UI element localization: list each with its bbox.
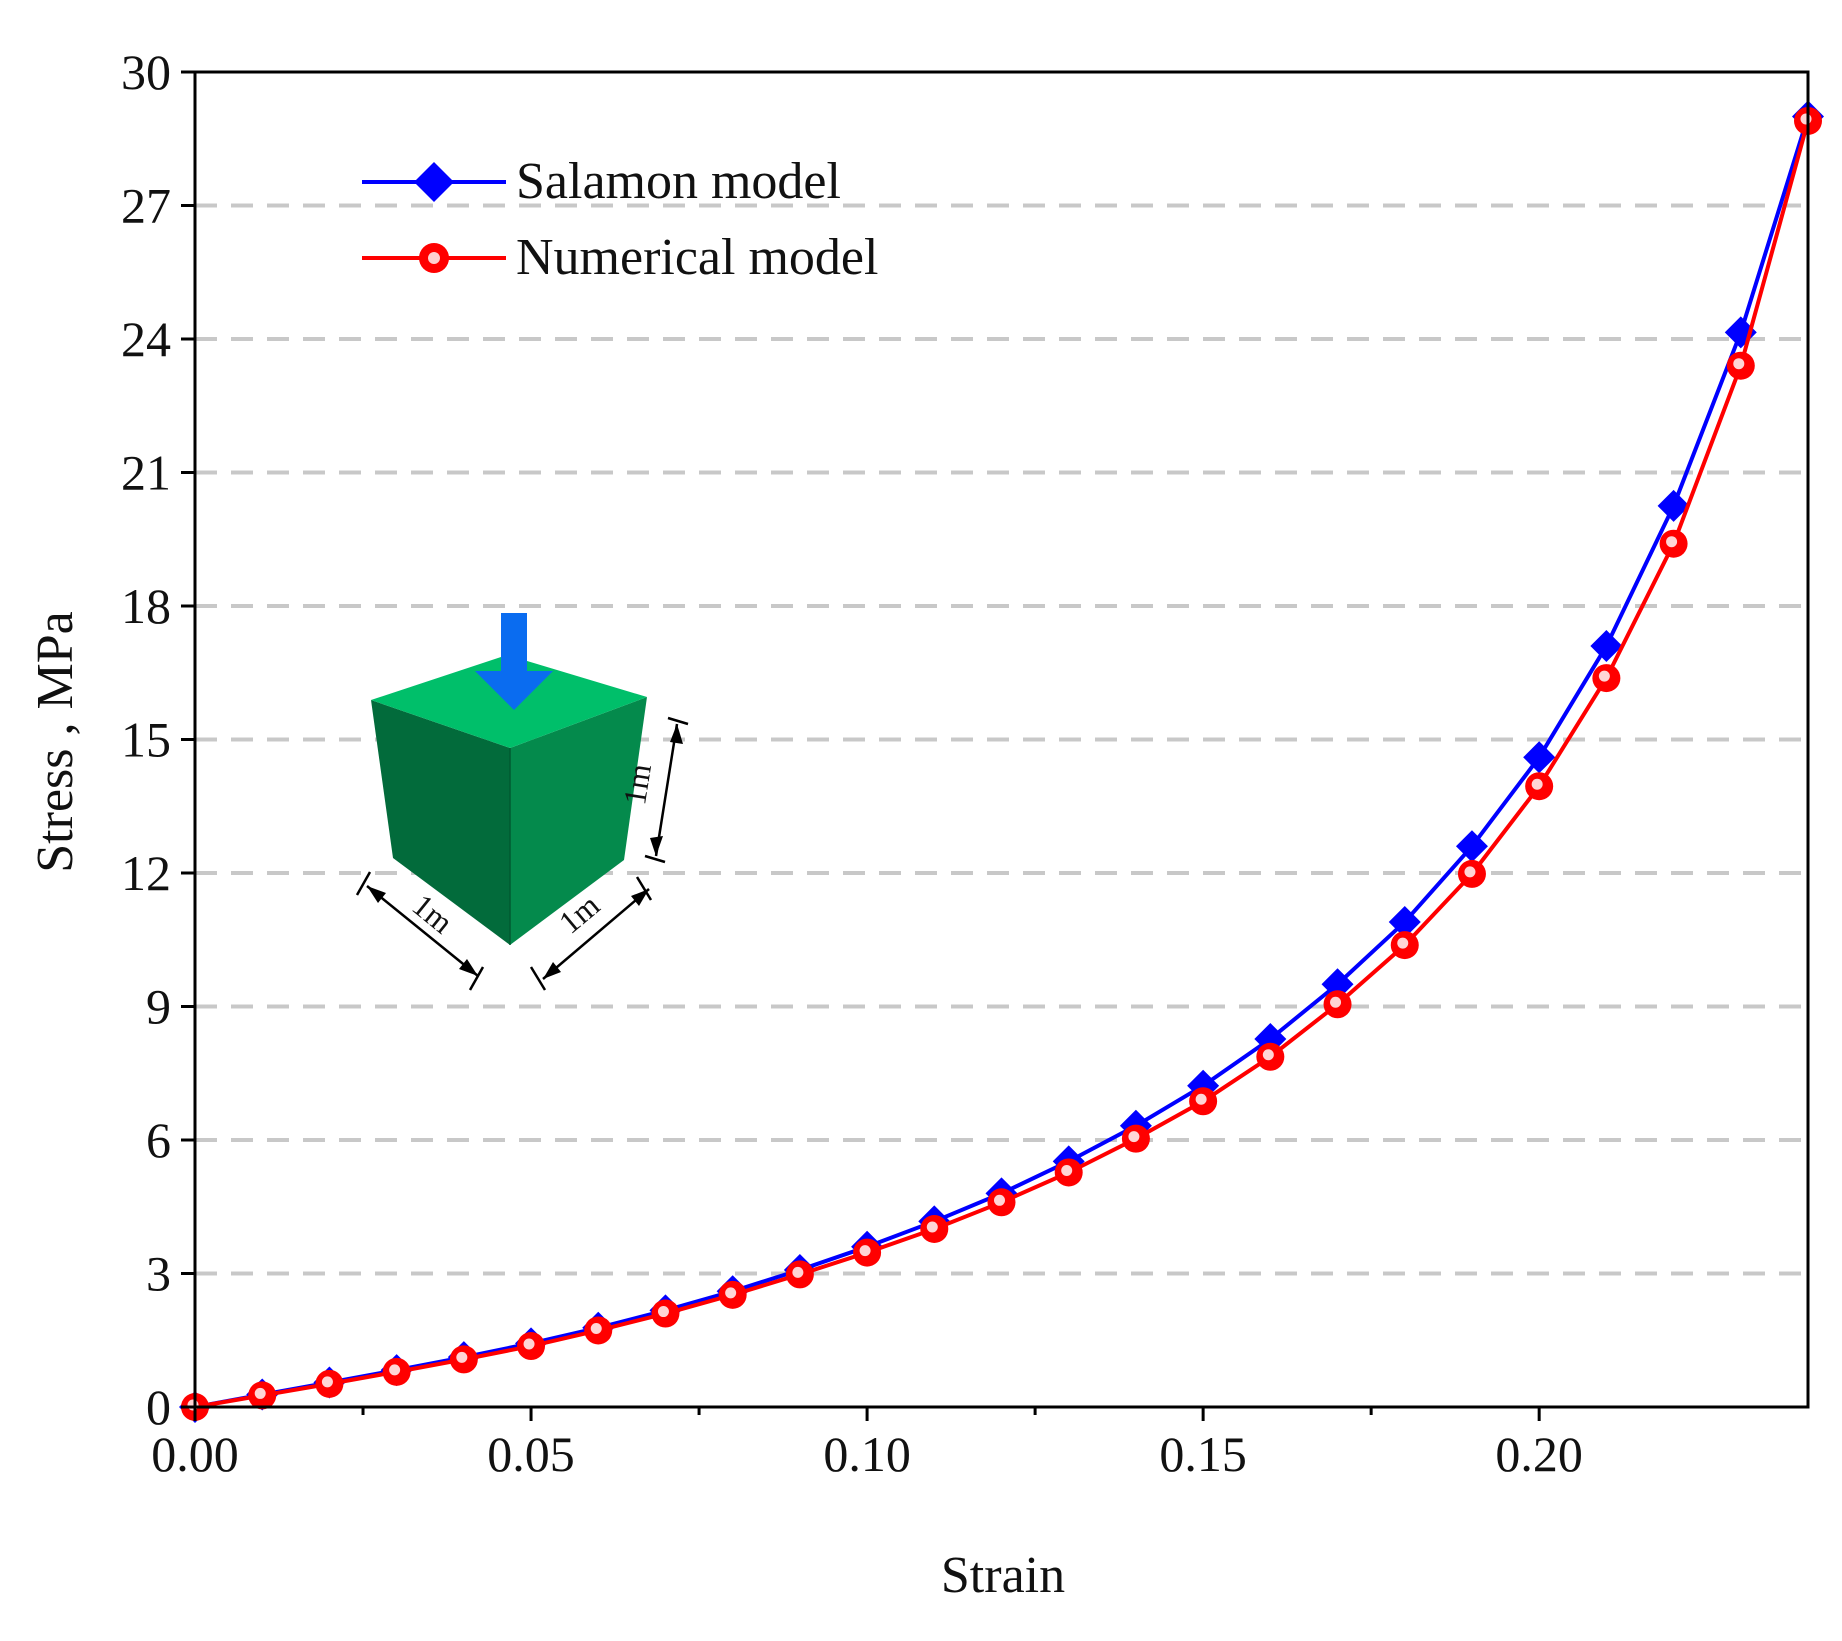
data-point-highlight <box>1128 1131 1140 1143</box>
data-point-highlight <box>456 1351 468 1363</box>
data-point-highlight <box>1666 536 1678 548</box>
data-point-highlight <box>523 1338 535 1350</box>
dimension-height-label: 1m <box>616 761 658 807</box>
data-point <box>1455 830 1488 863</box>
data-point-highlight <box>1397 937 1409 949</box>
axis-ticks: 0 3 6 9 12 15 18 21 24 27 30 0.00 0.05 0.10 0.15 0.20 <box>121 44 1583 1482</box>
dimension-height <box>644 716 689 864</box>
x-tick-label: 0.05 <box>487 1426 575 1482</box>
y-tick-label: 9 <box>146 979 171 1035</box>
data-point-highlight <box>1262 1049 1274 1061</box>
data-point-highlight <box>1531 778 1543 790</box>
data-point <box>1657 489 1690 522</box>
data-point-highlight <box>1464 866 1476 878</box>
series-numerical-model <box>181 106 1822 1421</box>
legend-item-numerical: Numerical model <box>362 229 878 286</box>
legend-item-salamon: Salamon model <box>362 153 841 210</box>
y-tick-label: 12 <box>121 845 171 901</box>
legend-label-salamon: Salamon model <box>516 153 841 210</box>
data-point <box>1590 630 1623 663</box>
data-point-highlight <box>1195 1093 1207 1105</box>
legend: Salamon model Numerical model <box>362 153 878 286</box>
data-point-highlight <box>725 1287 737 1299</box>
data-point-highlight <box>926 1221 938 1233</box>
legend-label-numerical: Numerical model <box>516 229 878 286</box>
data-point-highlight <box>590 1322 602 1334</box>
data-point <box>1523 741 1556 774</box>
data-point <box>1388 905 1421 938</box>
data-point-highlight <box>187 1399 199 1411</box>
data-point-highlight <box>657 1306 669 1318</box>
data-point-highlight <box>1061 1164 1073 1176</box>
y-axis-label: Stress , MPa <box>27 611 84 872</box>
y-tick-label: 3 <box>146 1246 171 1302</box>
x-tick-label: 0.15 <box>1159 1426 1247 1482</box>
y-tick-label: 15 <box>121 712 171 768</box>
dimension-left-width <box>355 871 485 991</box>
data-point <box>1321 968 1354 1001</box>
data-point-highlight <box>792 1266 804 1278</box>
x-tick-label: 0.20 <box>1495 1426 1583 1482</box>
y-tick-label: 27 <box>121 178 171 234</box>
data-point-highlight <box>1598 670 1610 682</box>
y-tick-label: 24 <box>121 311 171 367</box>
legend-marker-diamond-icon <box>414 162 454 202</box>
data-point-highlight <box>1800 113 1812 125</box>
data-point-highlight <box>859 1245 871 1257</box>
y-tick-label: 21 <box>121 445 171 501</box>
block-left-face <box>371 700 510 945</box>
y-tick-label: 18 <box>121 578 171 634</box>
data-point-highlight <box>1330 996 1342 1008</box>
dimension-right-width <box>529 876 653 991</box>
x-tick-label: 0.10 <box>823 1426 911 1482</box>
data-point-highlight <box>254 1387 266 1399</box>
y-tick-label: 0 <box>146 1379 171 1435</box>
data-point-highlight <box>389 1364 401 1376</box>
y-tick-label: 6 <box>146 1112 171 1168</box>
data-point-highlight <box>321 1376 333 1388</box>
data-point-highlight <box>1733 358 1745 370</box>
load-arrow-icon <box>475 613 553 710</box>
data-point-highlight <box>994 1194 1005 1206</box>
series-layer <box>179 100 1824 1423</box>
block-right-face <box>510 697 647 945</box>
x-tick-label: 0.00 <box>151 1426 239 1482</box>
y-tick-label: 30 <box>121 44 171 100</box>
x-axis-label: Strain <box>941 1547 1065 1604</box>
legend-marker-circle-highlight <box>428 252 440 264</box>
inset-block-diagram: 1m 1m 1m <box>355 613 689 991</box>
